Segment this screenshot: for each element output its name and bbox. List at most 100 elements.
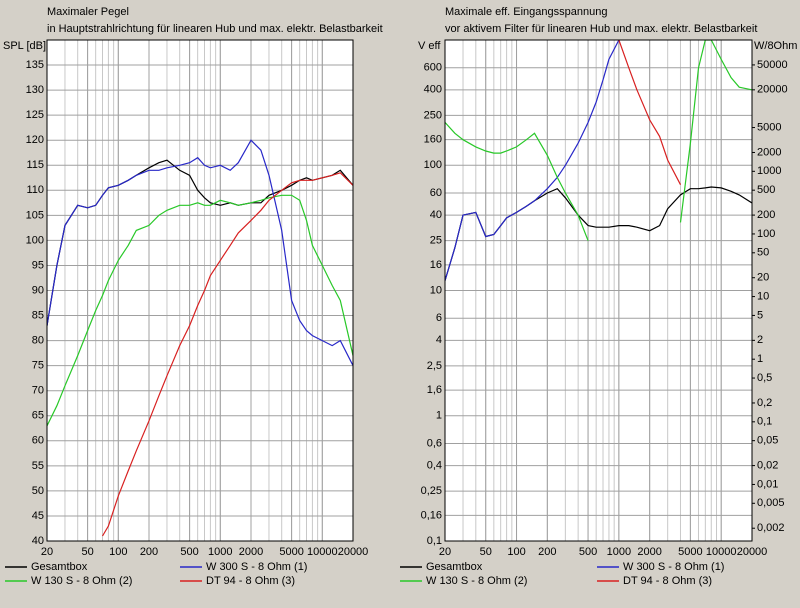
series-line: [47, 139, 353, 366]
y2-tick-label: 200: [757, 209, 775, 221]
x-tick-label: 200: [538, 546, 556, 558]
plot-lines: [47, 139, 353, 537]
x-tick-label: 100: [109, 546, 127, 558]
legend-label: DT 94 - 8 Ohm (3): [623, 575, 712, 587]
y-tick-label: 0,4: [427, 459, 442, 471]
y-tick-label: 70: [32, 385, 44, 397]
chart-subtitle: vor aktivem Filter für linearen Hub und …: [445, 23, 757, 35]
plot-border: [444, 39, 753, 542]
y-tick-label: 60: [32, 435, 44, 447]
legend-label: W 300 S - 8 Ohm (1): [623, 561, 724, 573]
x-tick-label: 20: [439, 546, 451, 558]
y2-tick-label: 0,1: [757, 416, 772, 428]
y-tick-label: 40: [32, 535, 44, 547]
y-tick-label: 65: [32, 410, 44, 422]
series-line: [618, 40, 682, 185]
x-tick-label: 500: [180, 546, 198, 558]
series-line: [445, 40, 620, 281]
y-tick-label: 130: [26, 84, 44, 96]
y-tick-label: 1: [436, 410, 442, 422]
y-tick-label: 600: [424, 62, 442, 74]
y2-tick-label: 1000: [757, 165, 781, 177]
x-tick-label: 5000: [678, 546, 702, 558]
y2-tick-label: 0,2: [757, 397, 772, 409]
y-tick-label: 120: [26, 134, 44, 146]
x-tick-label: 10000: [307, 546, 338, 558]
y-tick-label: 0,1: [427, 535, 442, 547]
y2-tick-label: 0,002: [757, 522, 785, 534]
y2-tick-label: 0,005: [757, 497, 785, 509]
y2-tick-label: 20: [757, 272, 769, 284]
y2-tick-label: 100: [757, 228, 775, 240]
chart-title: Maximaler Pegel: [47, 6, 129, 18]
plot-lines: [445, 40, 752, 281]
y2-tick-label: 0,02: [757, 459, 778, 471]
y2-tick-label: 500: [757, 184, 775, 196]
y-tick-label: 10: [430, 284, 442, 296]
y-tick-label: 16: [430, 259, 442, 271]
y-tick-label: 6: [436, 312, 442, 324]
y2-axis-label: W/8Ohm: [754, 40, 797, 52]
y-tick-label: 250: [424, 109, 442, 121]
x-tick-label: 2000: [239, 546, 263, 558]
x-tick-label: 50: [81, 546, 93, 558]
y2-tick-label: 10: [757, 290, 769, 302]
chart-title: Maximale eff. Eingangsspannung: [445, 6, 607, 18]
y-tick-label: 105: [26, 209, 44, 221]
series-line: [47, 194, 353, 427]
x-tick-label: 200: [140, 546, 158, 558]
y-tick-label: 40: [430, 209, 442, 221]
y2-tick-label: 0,5: [757, 372, 772, 384]
series-line: [445, 40, 752, 241]
x-tick-label: 20000: [737, 546, 768, 558]
y-tick-label: 90: [32, 284, 44, 296]
y-axis-label: SPL [dB]: [3, 40, 46, 52]
y2-tick-label: 1: [757, 353, 763, 365]
y-tick-label: 80: [32, 335, 44, 347]
legend-label: Gesamtbox: [426, 561, 483, 573]
y2-tick-label: 20000: [757, 84, 788, 96]
x-tick-label: 2000: [637, 546, 661, 558]
y-tick-label: 160: [424, 134, 442, 146]
legend-label: Gesamtbox: [31, 561, 88, 573]
x-tick-label: 10000: [706, 546, 737, 558]
y-tick-label: 60: [430, 187, 442, 199]
x-tick-label: 1000: [607, 546, 631, 558]
y-axis-label: V eff: [418, 40, 441, 52]
y-tick-label: 95: [32, 259, 44, 271]
y-tick-label: 75: [32, 360, 44, 372]
y2-tick-label: 2: [757, 334, 763, 346]
y-tick-label: 400: [424, 84, 442, 96]
legend-label: DT 94 - 8 Ohm (3): [206, 575, 295, 587]
y-tick-label: 50: [32, 485, 44, 497]
x-tick-label: 20: [41, 546, 53, 558]
y-tick-label: 0,16: [421, 509, 442, 521]
y2-tick-label: 0,01: [757, 478, 778, 490]
series-line: [101, 172, 353, 537]
y2-tick-label: 0,05: [757, 435, 778, 447]
x-tick-label: 5000: [279, 546, 303, 558]
y-tick-label: 100: [424, 159, 442, 171]
x-tick-label: 20000: [338, 546, 369, 558]
y-tick-label: 85: [32, 309, 44, 321]
y-tick-label: 2,5: [427, 360, 442, 372]
y-tick-label: 0,6: [427, 437, 442, 449]
y-tick-label: 110: [26, 184, 44, 196]
y2-tick-label: 50: [757, 247, 769, 259]
x-tick-label: 50: [480, 546, 492, 558]
y-tick-label: 45: [32, 510, 44, 522]
y-tick-label: 135: [26, 59, 44, 71]
y2-tick-label: 5000: [757, 121, 781, 133]
y-tick-label: 55: [32, 460, 44, 472]
y2-tick-label: 2000: [757, 146, 781, 158]
x-tick-label: 1000: [208, 546, 232, 558]
y-tick-label: 100: [26, 234, 44, 246]
y2-tick-label: 50000: [757, 59, 788, 71]
y-tick-label: 4: [436, 334, 442, 346]
y2-tick-label: 5: [757, 309, 763, 321]
y-tick-label: 125: [26, 109, 44, 121]
plot-border: [46, 39, 354, 542]
y-tick-label: 0,25: [421, 485, 442, 497]
